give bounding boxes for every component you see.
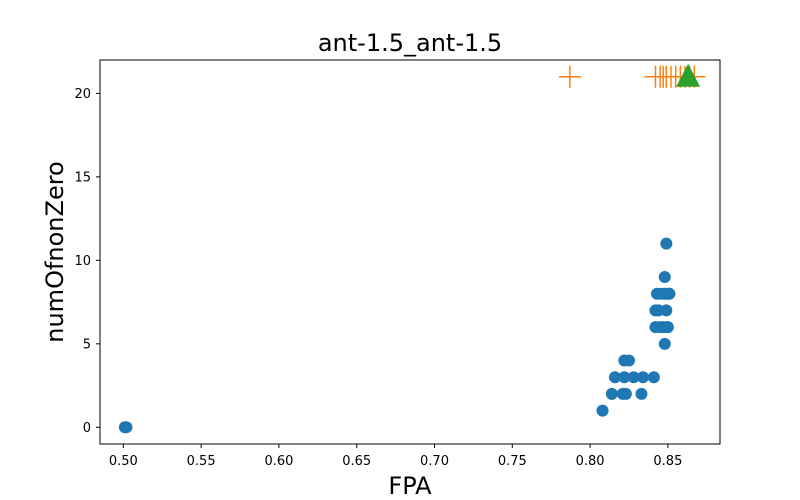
circle-point: [120, 421, 133, 434]
circle-point: [605, 387, 618, 400]
plot-frame: [99, 59, 721, 445]
chart-title: ant-1.5_ant-1.5: [318, 29, 502, 57]
data-layer: [118, 63, 706, 434]
y-tick-label: 15: [74, 170, 91, 185]
x-tick-label: 0.65: [342, 454, 371, 469]
circle-point: [661, 321, 674, 334]
circle-point: [647, 371, 660, 384]
circle-point: [663, 287, 676, 300]
circle-point: [619, 387, 632, 400]
y-tick-label: 5: [83, 337, 91, 352]
y-tick-label: 20: [74, 87, 91, 102]
y-tick-label: 10: [74, 254, 91, 269]
y-axis-label: numOfnonZero: [41, 161, 69, 342]
axis-layer: 0.50 0.55 0.60 0.65 0.70 0.75 0.80 0.85 0 5 10 15 20: [74, 87, 682, 469]
circle-point: [608, 371, 621, 384]
x-tick-label: 0.60: [264, 454, 293, 469]
circle-point: [658, 337, 671, 350]
x-tick-label: 0.75: [498, 454, 527, 469]
circle-point: [636, 371, 649, 384]
x-tick-label: 0.70: [420, 454, 449, 469]
circle-point: [658, 271, 671, 284]
x-tick-label: 0.80: [576, 454, 605, 469]
circle-point: [622, 354, 635, 367]
circle-point: [627, 371, 640, 384]
x-axis-label: FPA: [388, 472, 432, 500]
circle-point: [660, 237, 673, 250]
circle-point: [635, 387, 648, 400]
triangle-point: [676, 63, 701, 87]
circle-point: [618, 371, 631, 384]
x-tick-label: 0.50: [109, 454, 138, 469]
circle-point: [660, 304, 673, 317]
circle-point: [596, 404, 609, 417]
y-tick-label: 0: [83, 421, 91, 436]
plot-area: [100, 60, 720, 444]
plus-point: [558, 65, 581, 88]
x-tick-label: 0.55: [187, 454, 216, 469]
x-tick-label: 0.85: [653, 454, 682, 469]
